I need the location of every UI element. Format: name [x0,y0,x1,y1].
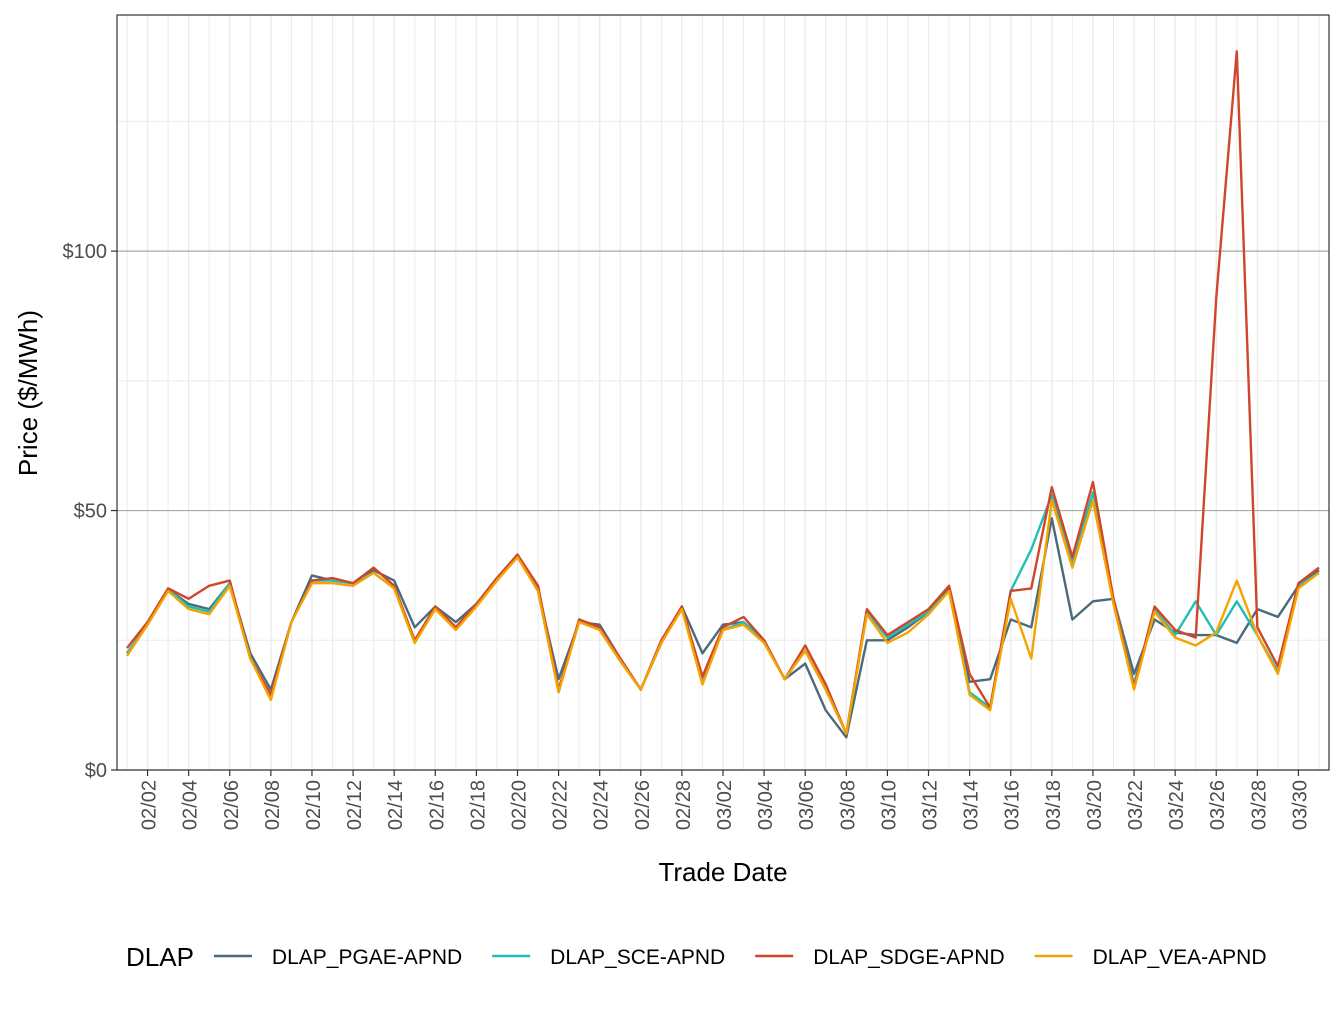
legend-label: DLAP_VEA-APND [1093,946,1267,969]
x-tick-label: 02/12 [344,780,366,830]
y-tick-label: $100 [63,241,108,263]
x-tick-label: 03/14 [961,780,983,830]
x-tick-label: 02/10 [303,780,325,830]
x-tick-label: 03/22 [1125,780,1147,830]
x-tick-label: 03/04 [755,780,777,830]
legend-title: DLAP [126,942,194,972]
x-tick-label: 02/18 [467,780,489,830]
x-tick-label: 03/18 [1043,780,1065,830]
plot-border [116,14,1330,771]
x-tick-label: 03/20 [1084,780,1106,830]
x-tick-label: 03/08 [837,780,859,830]
x-tick-label: 02/28 [673,780,695,830]
x-tick-label: 03/24 [1166,780,1188,830]
x-tick-label: 03/26 [1207,780,1229,830]
x-tick-label: 03/16 [1002,780,1024,830]
x-tick-label: 02/02 [139,780,161,830]
legend-label: DLAP_SCE-APND [550,946,725,969]
x-axis-label: Trade Date [658,857,787,887]
series-line [125,498,1320,735]
x-tick-label: 02/08 [262,780,284,830]
x-tick-label: 02/04 [180,780,202,830]
x-tick-label: 03/06 [796,780,818,830]
y-axis-label: Price ($/MWh) [13,310,43,476]
x-tick-label: 02/14 [385,780,407,830]
x-tick-label: 02/26 [632,780,654,830]
x-tick-label: 03/12 [920,780,942,830]
x-tick-label: 03/02 [714,780,736,830]
x-tick-label: 02/06 [221,780,243,830]
y-tick-label: $0 [85,760,107,782]
x-tick-label: 02/16 [426,780,448,830]
x-tick-label: 03/30 [1289,780,1311,830]
x-tick-label: 03/10 [878,780,900,830]
x-tick-label: 02/22 [550,780,572,830]
x-tick-label: 02/24 [591,780,613,830]
legend-label: DLAP_PGAE-APND [272,946,462,969]
x-tick-label: 03/28 [1248,780,1270,830]
legend-label: DLAP_SDGE-APND [813,946,1004,969]
x-tick-label: 02/20 [508,780,530,830]
y-tick-label: $50 [74,501,107,523]
